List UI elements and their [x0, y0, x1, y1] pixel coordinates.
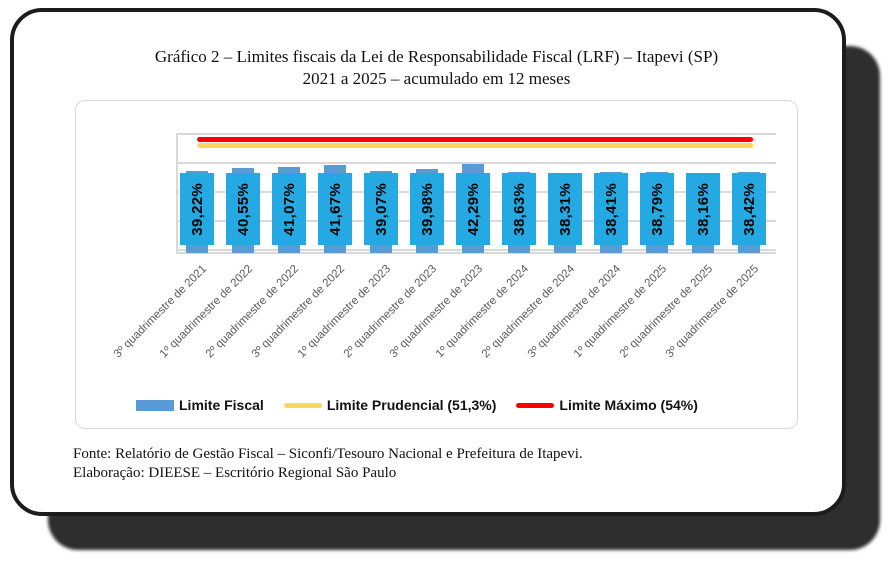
category-label: 2º quadrimestre de 2025 [618, 263, 716, 361]
bar-value-label: 38,41% [594, 173, 628, 245]
figure-card: Gráfico 2 – Limites fiscais da Lei de Re… [10, 8, 846, 516]
bar-value-text: 39,22% [188, 182, 206, 236]
legend-item: Limite Máximo (54%) [516, 397, 698, 413]
bar-value-text: 38,31% [556, 182, 574, 236]
category-label: 1º quadrimestre de 2025 [572, 263, 670, 361]
chart-title-line2: 2021 a 2025 – acumulado em 12 meses [302, 69, 571, 88]
category-label: 2º quadrimestre de 2022 [204, 263, 302, 361]
bar-value-label: 38,42% [732, 173, 766, 245]
chart-title-line1: Gráfico 2 – Limites fiscais da Lei de Re… [154, 47, 719, 66]
bar-value-label: 38,31% [548, 173, 582, 245]
bar-value-label: 39,07% [364, 173, 398, 245]
max-limit-line [197, 137, 753, 143]
bar-value-text: 38,42% [740, 182, 758, 236]
category-label: 3º quadrimestre de 2021 [112, 263, 210, 361]
legend-item: Limite Prudencial (51,3%) [283, 397, 497, 413]
legend-label: Limite Fiscal [179, 397, 264, 413]
bar-value-text: 39,98% [418, 182, 436, 236]
category-label: 1º quadrimestre de 2022 [158, 263, 256, 361]
bar-value-label: 39,22% [180, 173, 214, 245]
category-label: 1º quadrimestre de 2023 [296, 263, 394, 361]
category-label: 3º quadrimestre de 2023 [388, 263, 486, 361]
bar-value-text: 41,07% [280, 182, 298, 236]
bar-value-text: 39,07% [372, 182, 390, 236]
bar-value-label: 39,98% [410, 173, 444, 245]
bar-value-text: 42,29% [464, 182, 482, 236]
category-label: 3º quadrimestre de 2024 [526, 263, 624, 361]
legend-label: Limite Máximo (54%) [559, 397, 698, 413]
legend: Limite Fiscal Limite Prudencial (51,3%) Li… [136, 397, 698, 413]
source-note: Fonte: Relatório de Gestão Fiscal – Sico… [73, 446, 583, 462]
legend-line-swatch [516, 402, 555, 408]
y-axis-line [176, 133, 178, 253]
bar-value-label: 38,79% [640, 173, 674, 245]
footer-notes: Fonte: Relatório de Gestão Fiscal – Sico… [73, 445, 583, 483]
gridline [176, 162, 776, 164]
bar-value-text: 38,63% [510, 182, 528, 236]
bar-value-text: 38,79% [648, 182, 666, 236]
bar-value-label: 38,63% [502, 173, 536, 245]
bar-value-text: 41,67% [326, 182, 344, 236]
legend-label: Limite Prudencial (51,3%) [326, 397, 497, 413]
legend-item: Limite Fiscal [136, 397, 264, 413]
legend-bar-swatch [136, 399, 174, 411]
category-label: 3º quadrimestre de 2025 [664, 263, 762, 361]
chart-panel: 39,22% 3º quadrimestre de 2021 40,55% 1º qu… [75, 100, 798, 429]
prudential-limit-line [197, 143, 753, 148]
bar-value-label: 40,55% [226, 173, 260, 245]
bar-value-label: 38,16% [686, 173, 720, 245]
category-label: 2º quadrimestre de 2023 [342, 263, 440, 361]
category-label: 3º quadrimestre de 2022 [250, 263, 348, 361]
bar-value-text: 38,41% [602, 182, 620, 236]
bar-value-label: 42,29% [456, 173, 490, 245]
bar-value-label: 41,67% [318, 173, 352, 245]
chart-title: Gráfico 2 – Limites fiscais da Lei de Re… [75, 46, 798, 90]
gridline [176, 133, 776, 135]
category-label: 2º quadrimestre de 2024 [480, 263, 578, 361]
elaboration-note: Elaboração: DIEESE – Escritório Regional… [73, 465, 397, 481]
bar-value-text: 40,55% [234, 182, 252, 236]
category-label: 1º quadrimestre de 2024 [434, 263, 532, 361]
legend-line-swatch [283, 402, 322, 408]
bar-value-text: 38,16% [694, 182, 712, 236]
bar-value-label: 41,07% [272, 173, 306, 245]
